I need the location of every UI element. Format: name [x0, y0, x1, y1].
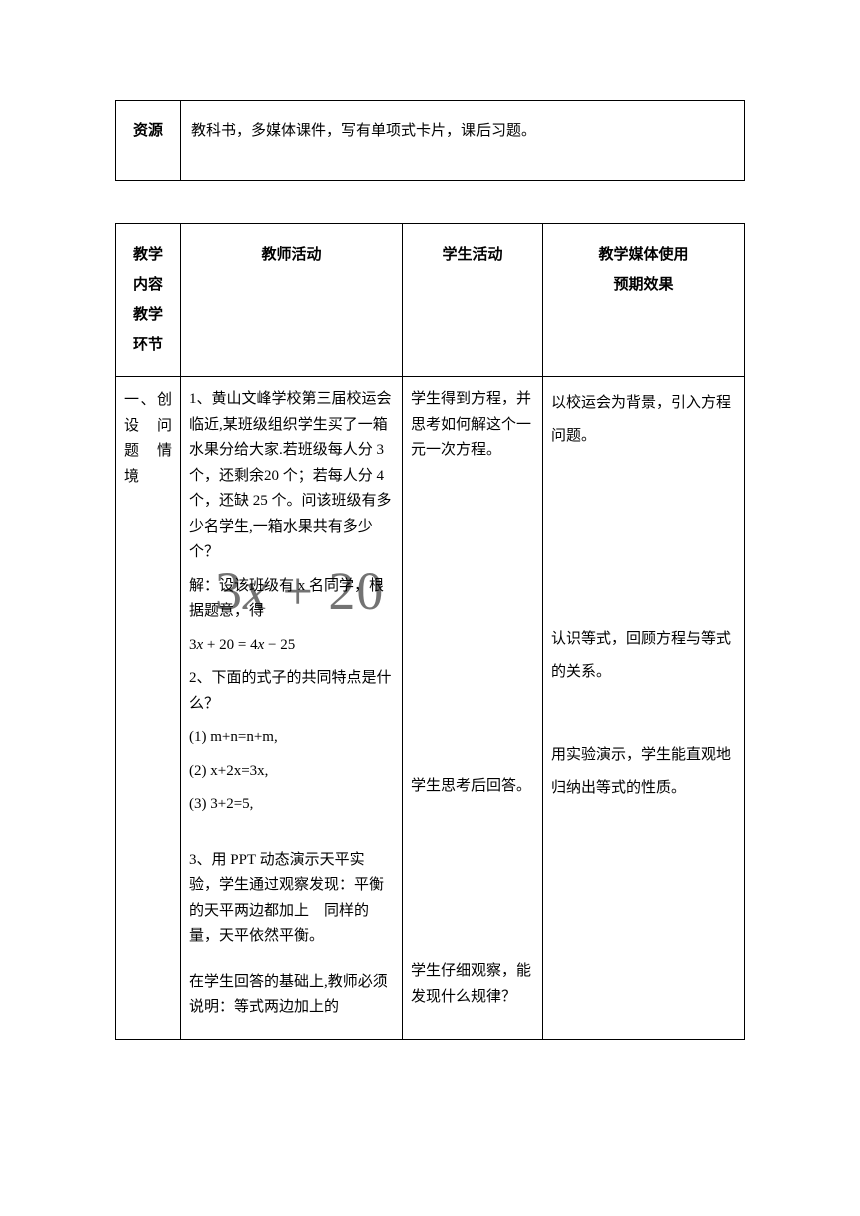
- resources-label: 资源: [116, 101, 181, 181]
- student-s2: 学生思考后回答。: [411, 774, 534, 800]
- teacher-p3: 2、下面的式子的共同特点是什么？: [189, 666, 394, 717]
- header-col4: 教学媒体使用 预期效果: [543, 224, 745, 377]
- media-m3: 用实验演示，学生能直观地归纳出等式的性质。: [551, 739, 736, 805]
- media-m2: 认识等式，回顾方程与等式的关系。: [551, 623, 736, 689]
- sub-item-2: (2) x+2x=3x,: [189, 759, 394, 785]
- equation: 3x + 20 = 4x − 25: [189, 633, 394, 659]
- teacher-p4: 3、用 PPT 动态演示天平实验，学生通过观察发现：平衡的天平两边都加上 同样的…: [189, 848, 394, 950]
- header-col2: 教师活动: [181, 224, 403, 377]
- sub-item-1: (1) m+n=n+m,: [189, 725, 394, 751]
- resources-table: 资源 教科书，多媒体课件，写有单项式卡片，课后习题。: [115, 100, 745, 181]
- student-s1: 学生得到方程，并思考如何解这个一元一次方程。: [411, 387, 534, 464]
- lesson-plan-table: 教学 内容 教学 环节 教师活动 学生活动 教学媒体使用 预期效果 一、创设 问…: [115, 223, 745, 1040]
- media-m1: 以校运会为背景，引入方程问题。: [551, 387, 736, 453]
- header-col1: 教学 内容 教学 环节: [116, 224, 181, 377]
- teacher-p2: 解：设该班级有 x 名同学，根据题意，得: [189, 574, 394, 625]
- sub-item-3: (3) 3+2=5,: [189, 792, 394, 818]
- teacher-p5: 在学生回答的基础上,教师必须说明：等式两边加上的: [189, 970, 394, 1021]
- student-s3: 学生仔细观察，能发现什么规律？: [411, 959, 534, 1010]
- media-effect-cell: 以校运会为背景，引入方程问题。 认识等式，回顾方程与等式的关系。 用实验演示，学…: [543, 377, 745, 1040]
- student-activity-cell: 学生得到方程，并思考如何解这个一元一次方程。 学生思考后回答。 学生仔细观察，能…: [403, 377, 543, 1040]
- section-cell: 一、创设 问题 情境: [116, 377, 181, 1040]
- teacher-activity-cell: 1、黄山文峰学校第三届校运会临近,某班级组织学生买了一箱水果分给大家.若班级每人…: [181, 377, 403, 1040]
- header-col3: 学生活动: [403, 224, 543, 377]
- teacher-p1: 1、黄山文峰学校第三届校运会临近,某班级组织学生买了一箱水果分给大家.若班级每人…: [189, 387, 394, 566]
- resources-content: 教科书，多媒体课件，写有单项式卡片，课后习题。: [181, 101, 745, 181]
